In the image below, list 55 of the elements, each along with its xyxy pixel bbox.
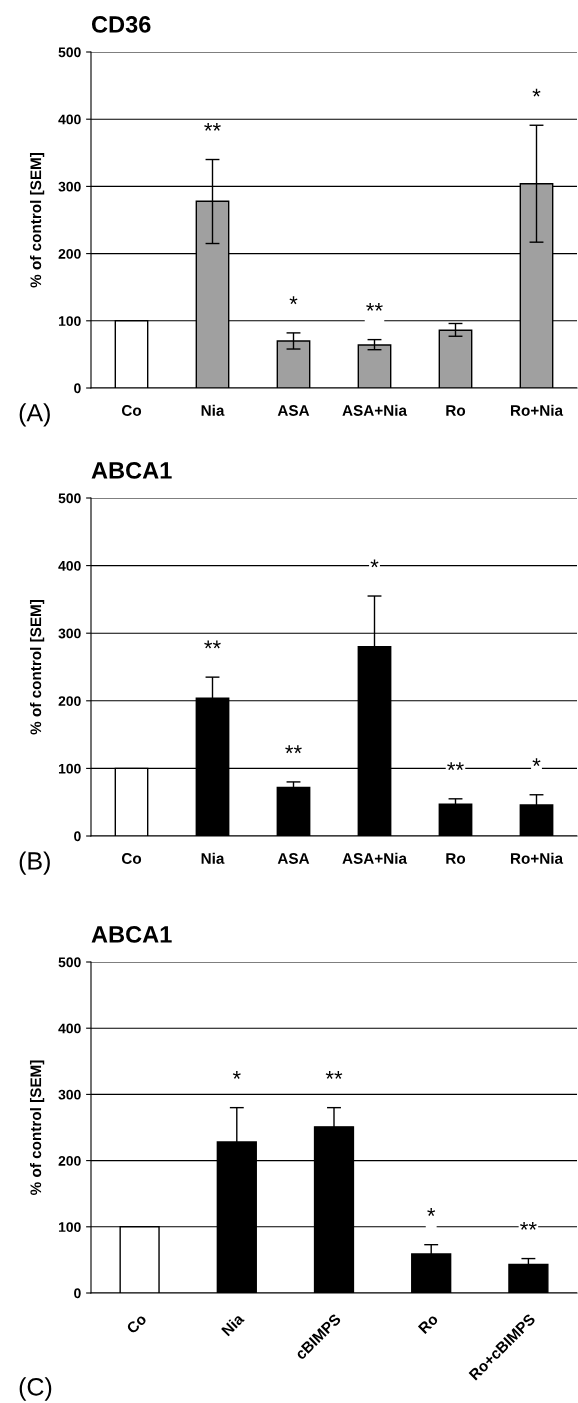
annotation: **: [285, 745, 302, 754]
x-tick-label: Co: [121, 405, 142, 416]
y-tick-label: 200: [58, 248, 81, 259]
x-tick-label: Ro: [446, 853, 466, 864]
y-tick-label: 500: [58, 957, 81, 968]
y-tick-label: 300: [58, 1089, 81, 1100]
y-tick-label: 0: [74, 831, 81, 842]
x-tick-label: ASA+Nia: [342, 852, 408, 864]
y-tick-label: 300: [58, 628, 81, 639]
chart-title: ABCA1: [91, 926, 172, 943]
y-tick-label: 200: [58, 696, 81, 706]
annotation: **: [204, 640, 221, 649]
x-tick-label: Ro+Nia: [510, 852, 564, 864]
y-axis-title: % of control [SEM]: [29, 1060, 45, 1196]
annotation: **: [366, 303, 383, 311]
y-tick-label: 0: [74, 1288, 81, 1299]
y-tick-label: 300: [58, 181, 81, 192]
annotation: **: [325, 1071, 343, 1079]
x-tick-label: Nia: [201, 404, 225, 416]
x-tick-label: Ro+Nia: [510, 404, 564, 416]
y-tick-label: 500: [58, 47, 81, 58]
chart-title: CD36: [91, 16, 151, 33]
y-tick-label: 100: [58, 763, 81, 774]
y-tick-label: 0: [74, 383, 81, 394]
annotation: *: [232, 1071, 241, 1079]
y-axis-title: % of control [SEM]: [29, 599, 45, 735]
x-tick-label: Ro: [417, 1313, 439, 1335]
y-tick-label: 100: [58, 316, 81, 326]
y-tick-label: 400: [58, 560, 81, 571]
annotation: *: [289, 296, 298, 305]
chart-title: ABCA1: [91, 462, 172, 479]
annotation: **: [204, 122, 221, 131]
annotation: *: [427, 1208, 436, 1216]
annotation: **: [520, 1222, 537, 1230]
x-tick-label: ASA: [277, 405, 310, 416]
y-tick-label: 100: [58, 1222, 81, 1232]
x-tick-label: Co: [125, 1313, 148, 1335]
annotation: *: [370, 559, 379, 568]
x-tick-label: Ro: [446, 405, 466, 416]
y-tick-label: 200: [58, 1155, 81, 1166]
y-tick-label: 500: [58, 493, 81, 504]
text: (A): [19, 403, 50, 427]
text: (B): [19, 851, 50, 875]
y-tick-label: 400: [58, 114, 81, 125]
x-tick-label: ASA: [277, 853, 310, 864]
annotation: **: [447, 762, 464, 771]
annotation: *: [532, 88, 541, 97]
y-axis-title: % of control [SEM]: [29, 152, 45, 288]
x-tick-label: Co: [121, 853, 142, 864]
text: (C): [19, 1377, 52, 1401]
x-tick-label: Nia: [201, 852, 225, 864]
x-tick-label: Nia: [220, 1312, 245, 1337]
annotation: *: [532, 758, 541, 766]
y-tick-label: 400: [58, 1023, 81, 1034]
x-tick-label: ASA+Nia: [342, 404, 408, 416]
